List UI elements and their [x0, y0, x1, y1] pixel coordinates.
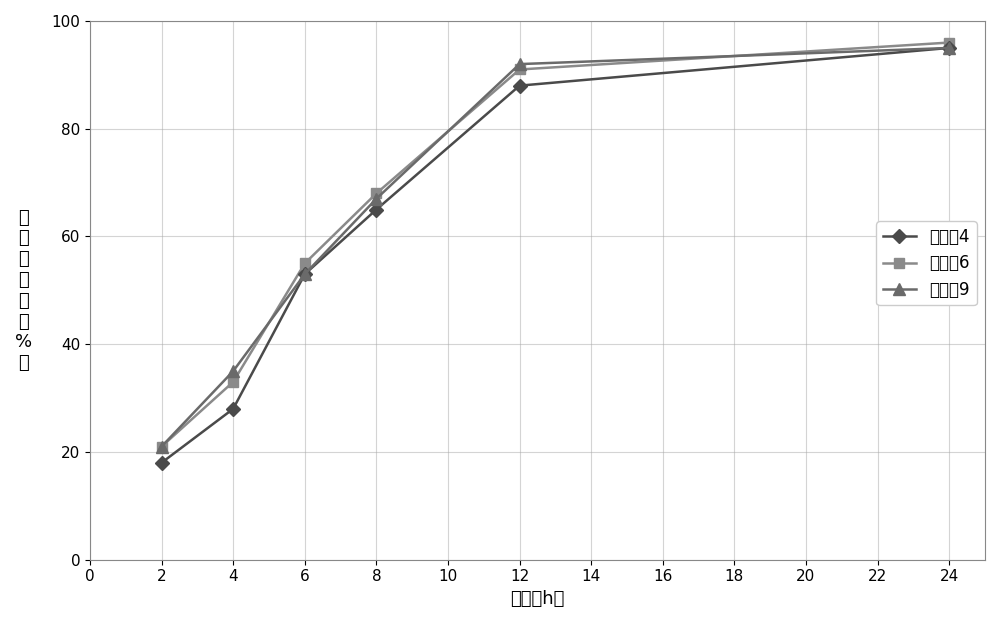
Legend: 实施例4, 实施例6, 实施例9: 实施例4, 实施例6, 实施例9 [876, 221, 977, 305]
Line: 实施例9: 实施例9 [156, 42, 955, 452]
实施例6 [156, 443, 168, 450]
实施例4 [227, 405, 239, 412]
实施例6 [299, 260, 311, 267]
实施例9 [227, 368, 239, 375]
Line: 实施例4: 实施例4 [157, 43, 954, 468]
实施例4 [943, 44, 955, 52]
实施例9 [299, 270, 311, 278]
实施例6 [943, 39, 955, 46]
实施例6 [514, 66, 526, 74]
实施例9 [156, 443, 168, 450]
Y-axis label: 累
积
溶
出
度
（
%
）: 累 积 溶 出 度 （ % ） [15, 209, 32, 372]
实施例4 [156, 459, 168, 467]
实施例9 [943, 44, 955, 52]
Line: 实施例6: 实施例6 [157, 37, 954, 452]
实施例6 [370, 189, 382, 197]
实施例4 [514, 82, 526, 89]
X-axis label: 时间（h）: 时间（h） [510, 590, 565, 608]
实施例9 [370, 195, 382, 202]
实施例6 [227, 378, 239, 386]
实施例4 [299, 270, 311, 278]
实施例9 [514, 60, 526, 68]
实施例4 [370, 206, 382, 213]
